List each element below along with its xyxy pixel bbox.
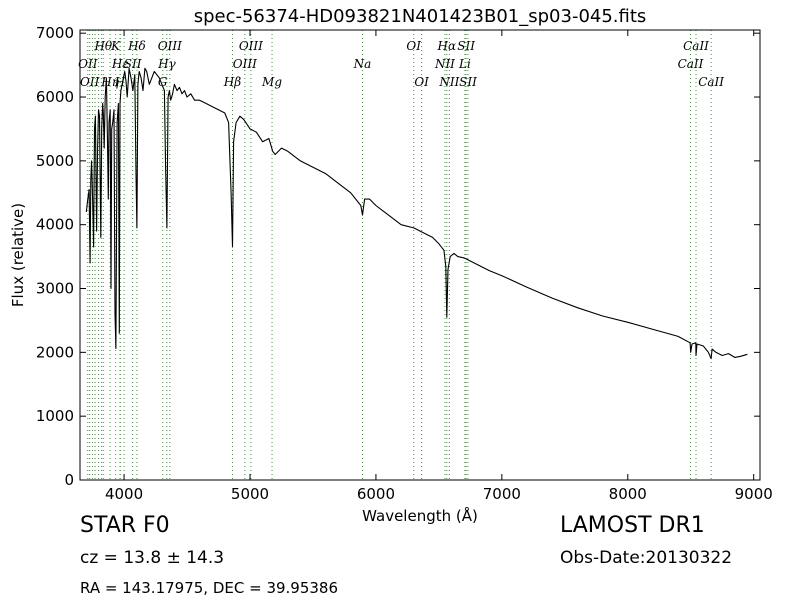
object-class: STAR F0 xyxy=(80,513,170,538)
ra-dec: RA = 143.17975, DEC = 39.95386 xyxy=(80,579,339,597)
spectral-line-label: Hγ xyxy=(157,57,176,71)
redshift-cz: cz = 13.8 ± 14.3 xyxy=(80,548,225,568)
spectrum-series xyxy=(85,67,748,360)
y-tick-label: 2000 xyxy=(36,343,74,361)
spectral-line-label: Hθ xyxy=(93,39,112,53)
spectral-line-markers: OIIOIIHθHηKHHεSIIHδGHγOIIIHβOIIIOIIIMgNa… xyxy=(78,30,724,480)
survey-name: LAMOST DR1 xyxy=(560,513,705,538)
y-tick-label: 7000 xyxy=(36,24,74,42)
spectral-line-label: NII xyxy=(438,75,459,89)
spectral-line-label: Na xyxy=(353,57,372,71)
spectral-line-label: CaII xyxy=(678,57,704,71)
y-tick-label: 1000 xyxy=(36,407,74,425)
spectral-line-label: Hβ xyxy=(223,75,241,89)
x-tick-label: 9000 xyxy=(735,485,773,503)
x-axis-label: Wavelength (Å) xyxy=(362,506,478,525)
plot-frame xyxy=(79,29,761,481)
spectral-line-label: CaII xyxy=(698,75,724,89)
spectrum-line xyxy=(85,67,748,360)
x-tick-label: 6000 xyxy=(357,485,395,503)
spectral-line-label: OI xyxy=(414,75,429,89)
spectral-line-label: OIII xyxy=(239,39,263,53)
x-tick-label: 8000 xyxy=(609,485,647,503)
spectral-line-label: Mg xyxy=(261,75,282,89)
axis-ticks: 4000 5000 6000 7000 8000 9000 0 1000 2000 3000 400… xyxy=(36,24,773,503)
spectral-line-label: G xyxy=(158,75,168,89)
spectral-line-label: K xyxy=(110,39,121,53)
y-tick-label: 6000 xyxy=(36,88,74,106)
spectral-line-label: OII xyxy=(78,57,98,71)
spectral-line-label: Hα xyxy=(437,39,457,53)
x-tick-label: 7000 xyxy=(483,485,521,503)
y-axis-label: Flux (relative) xyxy=(9,203,27,307)
y-tick-label: 4000 xyxy=(36,216,74,234)
x-tick-label: 5000 xyxy=(231,485,269,503)
spectral-line-label: Hε xyxy=(111,57,129,71)
y-tick-label: 3000 xyxy=(36,280,74,298)
chart-title: spec-56374-HD093821N401423B01_sp03-045.f… xyxy=(194,6,647,27)
y-tick-label: 5000 xyxy=(36,152,74,170)
spectral-line-label: CaII xyxy=(683,39,709,53)
spectral-line-label: SII xyxy=(457,39,475,53)
spectral-line-label: Hη xyxy=(100,75,119,89)
spectral-line-label: SII xyxy=(124,57,142,71)
x-tick-label: 4000 xyxy=(105,485,143,503)
spectral-line-label: OIII xyxy=(233,57,257,71)
observation-date: Obs-Date:20130322 xyxy=(560,548,733,568)
spectral-line-label: Li xyxy=(458,57,471,71)
spectral-line-label: OIII xyxy=(158,39,182,53)
spectral-line-label: NII xyxy=(434,57,455,71)
spectral-line-label: OII xyxy=(80,75,100,89)
spectral-line-label: OI xyxy=(406,39,421,53)
y-tick-label: 0 xyxy=(64,471,74,489)
spectral-line-label: Hδ xyxy=(127,39,146,53)
spectral-line-label: SII xyxy=(459,75,477,89)
